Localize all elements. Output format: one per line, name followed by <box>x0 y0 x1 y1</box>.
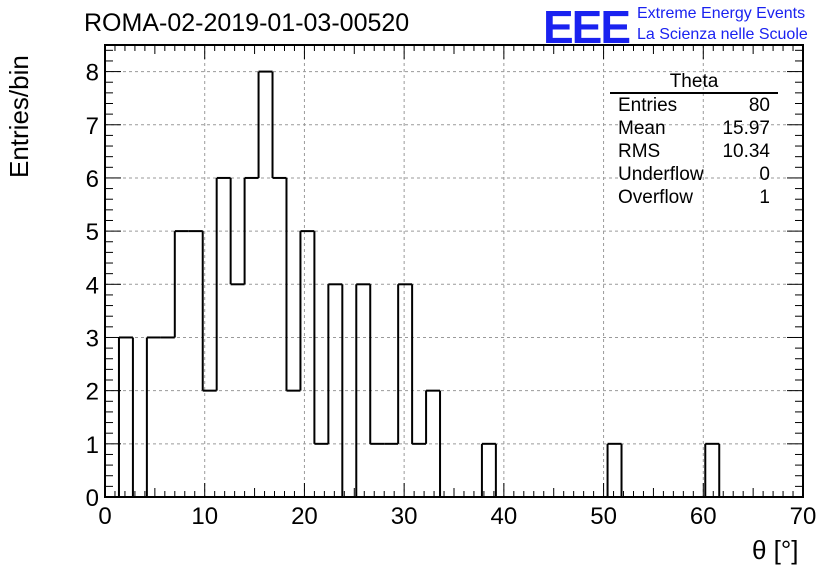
y-tick-label: 4 <box>86 272 99 299</box>
stats-value: 15.97 <box>722 118 770 139</box>
x-tick-label: 0 <box>98 503 111 530</box>
stats-label: Underflow <box>618 164 704 185</box>
stats-value: 10.34 <box>722 141 770 162</box>
stats-row-overflow: Overflow 1 <box>610 186 778 209</box>
chart-title: ROMA-02-2019-01-03-00520 <box>84 9 410 37</box>
y-tick-label: 2 <box>86 379 99 406</box>
stats-label: Entries <box>618 95 678 116</box>
y-tick-label: 8 <box>86 60 99 87</box>
stats-value: 0 <box>759 164 770 185</box>
y-axis-label: Entries/bin <box>4 55 34 178</box>
stats-row-mean: Mean 15.97 <box>610 117 778 140</box>
x-tick-label: 20 <box>291 503 318 530</box>
eee-logo: EEE <box>543 1 631 53</box>
x-tick-label: 40 <box>491 503 518 530</box>
y-tick-label: 0 <box>86 485 99 512</box>
x-tick-label: 30 <box>391 503 418 530</box>
y-tick-label: 1 <box>86 432 99 459</box>
y-tick-label: 3 <box>86 325 99 352</box>
stats-label: RMS <box>618 141 661 162</box>
x-tick-label: 70 <box>790 503 817 530</box>
stats-row-rms: RMS 10.34 <box>610 140 778 163</box>
histogram-bars <box>117 70 721 498</box>
grid-lines <box>105 45 803 497</box>
stats-label: Mean <box>618 118 666 139</box>
x-tick-label: 50 <box>590 503 617 530</box>
stats-title: Theta <box>610 72 778 94</box>
logo-line-2: La Scienza nelle Scuole <box>637 26 808 43</box>
stats-label: Overflow <box>618 187 693 208</box>
y-tick-label: 5 <box>86 219 99 246</box>
stats-value: 1 <box>759 187 770 208</box>
x-tick-label: 60 <box>690 503 717 530</box>
x-axis-label: θ [°] <box>752 535 799 565</box>
stats-value: 80 <box>748 95 770 116</box>
x-tick-label: 10 <box>191 503 218 530</box>
stats-row-underflow: Underflow 0 <box>610 163 778 186</box>
y-tick-label: 6 <box>86 166 99 193</box>
y-tick-label: 7 <box>86 113 99 140</box>
axis-ticks <box>105 45 803 497</box>
stats-box: Theta Entries 80 Mean 15.97 RMS 10.34 Un… <box>610 72 778 209</box>
logo-line-1: Extreme Energy Events <box>637 5 806 22</box>
stats-row-entries: Entries 80 <box>610 94 778 117</box>
